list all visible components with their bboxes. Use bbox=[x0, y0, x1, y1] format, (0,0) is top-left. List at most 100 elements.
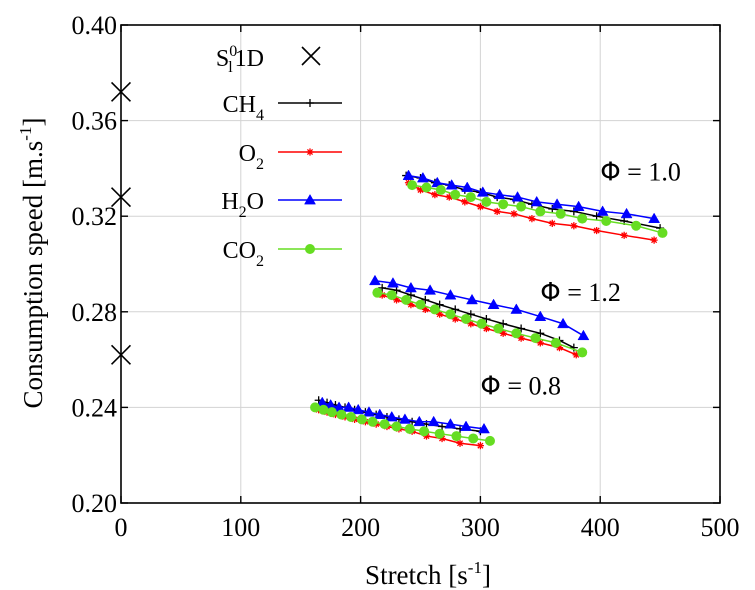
triangle-marker bbox=[404, 281, 417, 293]
circle-marker bbox=[326, 407, 337, 418]
star-marker bbox=[436, 310, 444, 318]
phi-symbol: Φ bbox=[540, 278, 560, 308]
x-tick-label: 300 bbox=[461, 513, 500, 542]
star-marker bbox=[461, 198, 469, 206]
star-marker bbox=[499, 329, 507, 337]
circle-marker bbox=[310, 402, 321, 413]
triangle-marker bbox=[385, 410, 398, 422]
phi-annotation: Φ = 1.2 bbox=[540, 278, 621, 308]
legend-label-base: CH bbox=[223, 92, 256, 118]
star-marker bbox=[392, 296, 401, 304]
x-axis-label-sup: -1 bbox=[468, 558, 482, 577]
triangle-marker bbox=[557, 317, 569, 329]
star-marker bbox=[416, 186, 425, 194]
star-marker bbox=[482, 324, 490, 333]
circle-marker bbox=[535, 206, 546, 217]
triangle-marker bbox=[369, 274, 381, 286]
y-tick-label: 0.36 bbox=[72, 107, 118, 136]
circle-marker bbox=[601, 215, 612, 226]
circle-marker bbox=[530, 333, 541, 344]
star-marker bbox=[476, 442, 484, 450]
plus-marker bbox=[569, 207, 578, 216]
circle-marker bbox=[461, 313, 472, 324]
triangle-marker bbox=[398, 413, 411, 424]
circle-marker bbox=[657, 227, 668, 238]
circle-marker bbox=[445, 309, 456, 320]
circle-marker bbox=[401, 294, 412, 305]
triangle-marker bbox=[530, 195, 543, 207]
plus-marker bbox=[421, 295, 430, 304]
series-o2-phi-1-0 bbox=[404, 179, 658, 244]
circle-marker bbox=[429, 304, 440, 315]
triangle-marker bbox=[476, 186, 489, 197]
legend-label: CH4 bbox=[223, 92, 264, 124]
circle-marker bbox=[434, 428, 445, 439]
y-axis-label-sup: -1 bbox=[16, 127, 35, 141]
triangle-marker bbox=[373, 408, 386, 419]
triangle-marker bbox=[352, 403, 365, 415]
x-tick-label: 0 bbox=[115, 513, 128, 542]
circle-marker bbox=[555, 208, 566, 219]
triangle-marker bbox=[551, 198, 564, 209]
plus-marker bbox=[517, 324, 526, 333]
legend-label-base: CO bbox=[223, 238, 256, 264]
circle-marker bbox=[404, 423, 415, 434]
triangle-marker bbox=[444, 289, 457, 300]
annotations: Φ = 1.0 Φ = 1.2Φ = 0.8 bbox=[480, 157, 680, 401]
star-marker bbox=[536, 339, 544, 347]
plus-marker bbox=[392, 286, 401, 295]
triangle-marker bbox=[427, 415, 440, 427]
triangle-marker bbox=[387, 277, 399, 288]
star-marker bbox=[555, 344, 564, 352]
legend-label: CO2 bbox=[223, 238, 264, 270]
x-tick-label: 400 bbox=[581, 513, 620, 542]
legend-label-base: H bbox=[221, 189, 238, 215]
series-h2o-phi-0-8 bbox=[316, 396, 490, 434]
legend-label: S0 l1D bbox=[216, 43, 264, 76]
circle-marker bbox=[336, 409, 347, 420]
triangle-marker bbox=[487, 298, 500, 310]
star-marker bbox=[620, 231, 628, 239]
circle-marker bbox=[511, 328, 522, 339]
plus-marker bbox=[548, 205, 557, 214]
phi-value: = 0.8 bbox=[501, 371, 561, 400]
legend-item-s1d: S0 l1D bbox=[216, 43, 321, 76]
circle-marker bbox=[476, 318, 487, 329]
circle-marker bbox=[577, 347, 588, 358]
triangle-marker bbox=[402, 169, 415, 180]
circle-marker bbox=[386, 290, 397, 301]
triangle-marker bbox=[342, 401, 355, 412]
triangle-marker bbox=[648, 212, 661, 223]
star-marker bbox=[467, 320, 475, 328]
cross-marker bbox=[110, 344, 132, 365]
star-marker bbox=[510, 210, 518, 218]
star-marker bbox=[438, 434, 446, 443]
circle-marker bbox=[391, 421, 402, 432]
star-marker bbox=[493, 207, 501, 216]
legend-label-sub: 2 bbox=[256, 253, 264, 270]
y-tick-label: 0.20 bbox=[72, 489, 118, 518]
legend-label-sub: 2 bbox=[256, 156, 264, 173]
circle-marker bbox=[468, 433, 479, 444]
y-tick-label: 0.28 bbox=[72, 298, 118, 327]
triangle-marker bbox=[416, 171, 429, 183]
circle-marker bbox=[318, 404, 329, 415]
legend-label: H2O bbox=[221, 189, 264, 221]
phi-annotation: Φ = 1.0 bbox=[600, 157, 681, 187]
legend-item-o2: O2 bbox=[239, 141, 342, 173]
plus-marker bbox=[306, 99, 314, 107]
legend-label-sup: 0 bbox=[229, 43, 237, 60]
cross-marker bbox=[110, 81, 132, 102]
plus-marker bbox=[406, 291, 415, 300]
y-tick-label: 0.40 bbox=[72, 11, 118, 40]
plus-marker bbox=[451, 305, 460, 314]
star-marker bbox=[572, 351, 580, 359]
star-marker bbox=[517, 334, 525, 342]
series-o2-phi-1-2 bbox=[378, 291, 580, 359]
triangle-marker bbox=[461, 181, 474, 192]
star-marker bbox=[548, 219, 556, 227]
star-marker bbox=[422, 432, 431, 440]
triangle-marker bbox=[460, 420, 472, 431]
circle-marker bbox=[356, 414, 367, 425]
triangle-marker bbox=[413, 415, 426, 427]
